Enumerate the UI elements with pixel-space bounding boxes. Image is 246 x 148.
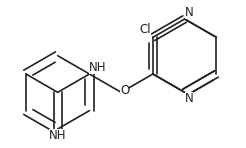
Text: NH: NH (49, 129, 66, 142)
Text: N: N (185, 92, 193, 105)
Text: Cl: Cl (139, 23, 151, 36)
Text: NH: NH (89, 61, 106, 74)
Text: N: N (185, 6, 193, 19)
Text: O: O (120, 84, 129, 97)
